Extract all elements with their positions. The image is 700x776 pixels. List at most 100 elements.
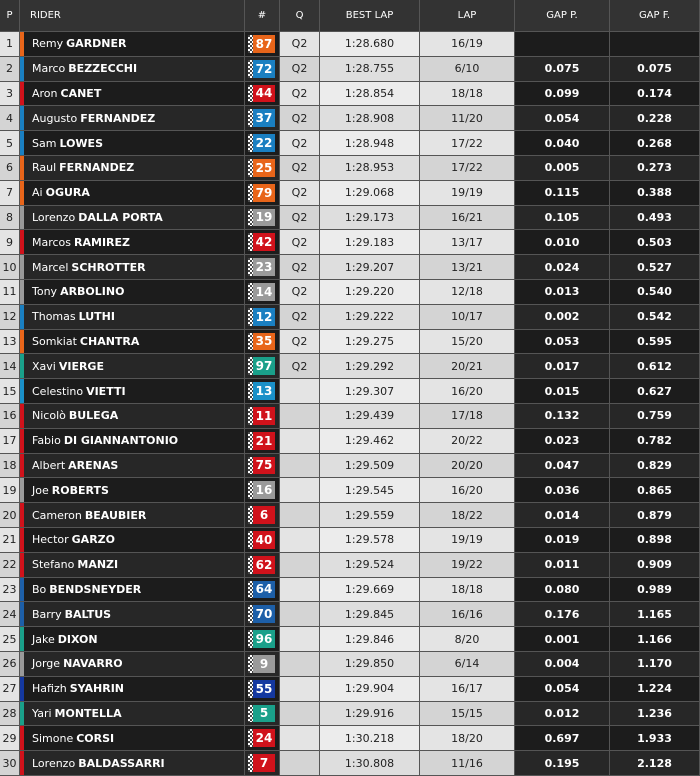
number-cell: 7 xyxy=(245,751,280,776)
position: 15 xyxy=(0,379,20,404)
checkered-flag xyxy=(248,307,253,326)
rider-name: Fabio DI GIANNANTONIO xyxy=(20,428,245,454)
rider-number: 16 xyxy=(253,481,275,500)
first-name: Sam xyxy=(32,136,57,150)
number-cell: 79 xyxy=(245,180,280,206)
first-name: Remy xyxy=(32,37,64,51)
first-name: Albert xyxy=(32,458,66,472)
gap-previous: 0.011 xyxy=(515,552,610,578)
gap-first: 1.933 xyxy=(610,726,700,752)
best-lap: 1:29.524 xyxy=(320,552,420,578)
rider-number: 21 xyxy=(253,431,275,450)
gap-first: 1.166 xyxy=(610,627,700,652)
checkered-flag xyxy=(248,109,253,128)
first-name: Celestino xyxy=(32,384,84,398)
checkered-flag xyxy=(248,506,253,524)
rider-name: Sam LOWES xyxy=(20,131,245,156)
best-lap: 1:29.545 xyxy=(320,478,420,504)
last-name: DIXON xyxy=(57,632,98,646)
first-name: Thomas xyxy=(32,310,76,324)
team-stripe xyxy=(20,676,24,701)
rider-name: Remy GARDNER xyxy=(20,32,245,57)
team-stripe xyxy=(20,602,24,627)
number-cell: 40 xyxy=(245,528,280,553)
number-cell: 37 xyxy=(245,106,280,132)
checkered-flag xyxy=(248,456,253,475)
team-stripe xyxy=(20,280,24,304)
team-stripe xyxy=(20,230,24,255)
gap-first: 1.170 xyxy=(610,652,700,677)
qualifying: Q2 xyxy=(280,205,320,231)
last-name: MANZI xyxy=(77,558,119,572)
first-name: Marco xyxy=(32,62,66,76)
gap-previous: 0.014 xyxy=(515,503,610,528)
gap-previous: 0.002 xyxy=(515,304,610,330)
checkered-flag xyxy=(248,382,253,400)
rider-name: Hafizh SYAHRIN xyxy=(20,676,245,702)
last-name: CANET xyxy=(60,86,102,100)
number-cell: 9 xyxy=(245,652,280,677)
last-name: BENDSNEYDER xyxy=(49,582,142,596)
gap-previous: 0.047 xyxy=(515,453,610,479)
lap: 16/19 xyxy=(420,32,515,57)
team-stripe xyxy=(20,180,24,205)
rider-number: 42 xyxy=(253,233,275,252)
best-lap: 1:29.183 xyxy=(320,230,420,256)
rider-number: 70 xyxy=(253,605,275,624)
qualifying xyxy=(280,751,320,776)
team-stripe xyxy=(20,205,24,230)
rider-number: 12 xyxy=(253,307,275,326)
last-name: MONTELLA xyxy=(54,706,122,720)
first-name: Marcel xyxy=(32,260,69,274)
rider-number: 72 xyxy=(253,59,275,78)
rider-name: Xavi VIERGE xyxy=(20,354,245,380)
rider-name: Jake DIXON xyxy=(20,627,245,652)
rider-name: Albert ARENAS xyxy=(20,453,245,479)
last-name: FERNANDEZ xyxy=(80,111,156,125)
best-lap: 1:29.509 xyxy=(320,453,420,479)
best-lap: 1:29.307 xyxy=(320,379,420,404)
qualifying xyxy=(280,503,320,528)
gap-first: 0.273 xyxy=(610,156,700,181)
gap-first: 0.627 xyxy=(610,379,700,404)
lap: 15/15 xyxy=(420,701,515,727)
qualifying xyxy=(280,404,320,429)
rider-name: Ai OGURA xyxy=(20,180,245,206)
rider-number: 14 xyxy=(253,283,275,301)
last-name: DI GIANNANTONIO xyxy=(63,434,179,448)
header-cell: GAP P. xyxy=(515,0,610,32)
rider-number: 9 xyxy=(253,655,275,673)
lap: 15/20 xyxy=(420,329,515,355)
team-stripe xyxy=(20,652,24,676)
rider-number: 44 xyxy=(253,84,275,103)
checkered-flag xyxy=(248,481,253,500)
rider-name: Somkiat CHANTRA xyxy=(20,329,245,355)
gap-first: 0.228 xyxy=(610,106,700,132)
lap: 18/18 xyxy=(420,577,515,603)
last-name: CORSI xyxy=(76,731,115,745)
team-stripe xyxy=(20,106,24,131)
team-stripe xyxy=(20,627,24,651)
position: 8 xyxy=(0,205,20,231)
qualifying xyxy=(280,627,320,652)
number-cell: 87 xyxy=(245,32,280,57)
best-lap: 1:28.908 xyxy=(320,106,420,132)
number-cell: 96 xyxy=(245,627,280,652)
first-name: Ai xyxy=(32,186,43,200)
last-name: BEZZECCHI xyxy=(68,62,138,76)
qualifying xyxy=(280,453,320,479)
lap: 19/22 xyxy=(420,552,515,578)
last-name: GARZO xyxy=(71,533,115,547)
rider-number: 96 xyxy=(253,630,275,648)
gap-first: 0.075 xyxy=(610,56,700,82)
gap-first: 0.989 xyxy=(610,577,700,603)
lap: 17/22 xyxy=(420,156,515,181)
gap-previous: 0.099 xyxy=(515,81,610,107)
best-lap: 1:29.850 xyxy=(320,652,420,677)
qualifying xyxy=(280,478,320,504)
checkered-flag xyxy=(248,283,253,301)
qualifying: Q2 xyxy=(280,106,320,132)
qualifying: Q2 xyxy=(280,280,320,305)
checkered-flag xyxy=(248,258,253,276)
position: 4 xyxy=(0,106,20,132)
